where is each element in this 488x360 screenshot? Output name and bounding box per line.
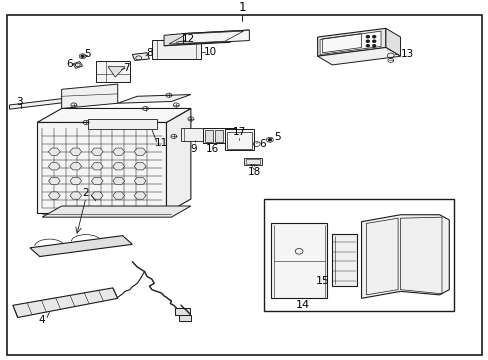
Circle shape [81, 55, 84, 57]
Polygon shape [42, 206, 190, 217]
Polygon shape [113, 177, 124, 185]
Polygon shape [134, 177, 146, 185]
Polygon shape [132, 53, 149, 60]
Text: 2: 2 [82, 188, 89, 198]
Polygon shape [134, 163, 146, 170]
Circle shape [366, 36, 368, 38]
Polygon shape [61, 84, 118, 108]
Text: 9: 9 [190, 144, 196, 154]
Bar [205, 130, 213, 141]
Polygon shape [113, 192, 124, 199]
Polygon shape [91, 163, 103, 170]
Bar [88, 119, 157, 129]
Polygon shape [163, 30, 249, 46]
Polygon shape [70, 177, 81, 185]
Polygon shape [361, 215, 448, 298]
Text: 8: 8 [146, 49, 152, 58]
Text: 3: 3 [16, 96, 22, 107]
Polygon shape [163, 33, 183, 46]
Polygon shape [48, 177, 60, 185]
Polygon shape [91, 177, 103, 185]
Polygon shape [91, 192, 103, 199]
Text: 15: 15 [315, 276, 329, 286]
Polygon shape [48, 148, 60, 155]
Circle shape [372, 36, 375, 38]
Polygon shape [13, 288, 118, 318]
Text: 7: 7 [123, 63, 129, 73]
Text: 10: 10 [203, 47, 217, 57]
Circle shape [366, 45, 368, 47]
Circle shape [268, 139, 271, 141]
Polygon shape [317, 48, 400, 65]
Polygon shape [9, 95, 96, 109]
Bar [152, 40, 200, 59]
Text: 16: 16 [206, 144, 219, 154]
Circle shape [372, 40, 375, 42]
Text: 1: 1 [238, 1, 245, 14]
Polygon shape [37, 108, 190, 122]
Polygon shape [70, 163, 81, 170]
Text: 11: 11 [155, 138, 168, 148]
Text: 5: 5 [84, 49, 91, 59]
Polygon shape [385, 28, 400, 56]
Polygon shape [134, 192, 146, 199]
Bar [245, 159, 259, 164]
Polygon shape [183, 30, 249, 44]
Bar [175, 309, 189, 315]
Polygon shape [30, 236, 132, 257]
Text: 13: 13 [400, 49, 413, 59]
Polygon shape [134, 148, 146, 155]
Bar [224, 129, 254, 150]
Polygon shape [113, 163, 124, 170]
Bar [178, 315, 190, 321]
Text: 4: 4 [39, 315, 45, 325]
Bar [215, 130, 223, 141]
Text: 6: 6 [259, 139, 265, 149]
Polygon shape [70, 192, 81, 199]
Text: 12: 12 [182, 34, 195, 44]
Text: 6: 6 [66, 59, 73, 69]
Bar [244, 158, 261, 165]
Bar [264, 199, 453, 311]
Bar [181, 128, 207, 140]
Polygon shape [317, 28, 385, 56]
Text: 18: 18 [247, 167, 260, 177]
Polygon shape [118, 95, 190, 103]
Circle shape [366, 40, 368, 42]
Text: 14: 14 [295, 300, 309, 310]
Bar [224, 130, 232, 141]
Bar [227, 132, 251, 149]
Polygon shape [48, 163, 60, 170]
Polygon shape [91, 148, 103, 155]
Polygon shape [108, 67, 125, 77]
Polygon shape [331, 234, 356, 286]
Text: 17: 17 [232, 127, 246, 137]
Polygon shape [48, 192, 60, 199]
Polygon shape [37, 122, 166, 213]
Bar [96, 62, 130, 82]
Circle shape [372, 45, 375, 47]
Polygon shape [113, 148, 124, 155]
Polygon shape [73, 62, 82, 68]
Polygon shape [70, 148, 81, 155]
Bar [203, 128, 234, 143]
Polygon shape [166, 108, 190, 213]
Text: 5: 5 [273, 132, 280, 142]
Polygon shape [271, 224, 327, 298]
Polygon shape [320, 31, 380, 54]
